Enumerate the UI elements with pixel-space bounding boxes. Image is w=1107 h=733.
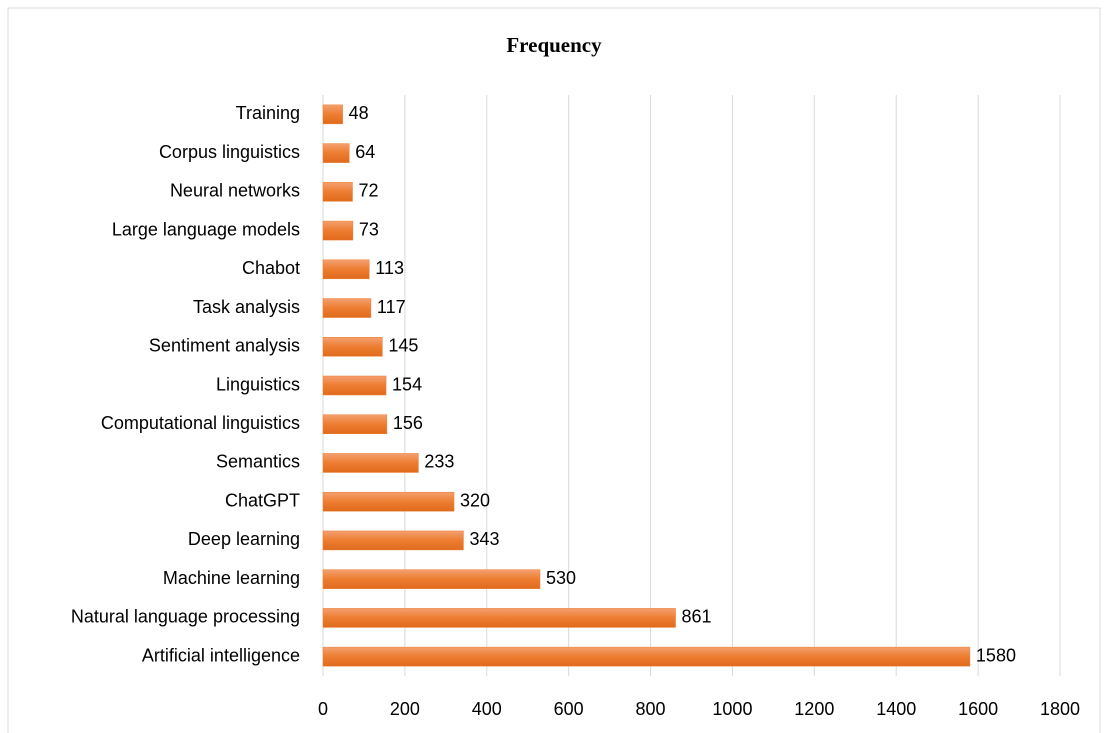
y-tick-label: Task analysis bbox=[193, 297, 300, 317]
data-label: 343 bbox=[469, 529, 499, 549]
x-tick-label: 1800 bbox=[1040, 699, 1080, 719]
bar bbox=[322, 646, 971, 667]
y-tick-label: Deep learning bbox=[188, 529, 300, 549]
x-tick-label: 200 bbox=[390, 699, 420, 719]
x-tick-label: 1600 bbox=[958, 699, 998, 719]
y-tick-label: ChatGPT bbox=[225, 490, 300, 510]
bar bbox=[322, 298, 372, 318]
y-tick-label: Chabot bbox=[242, 258, 300, 278]
data-label: 861 bbox=[682, 607, 712, 627]
x-tick-label: 1000 bbox=[712, 699, 752, 719]
chart-title: Frequency bbox=[506, 33, 602, 57]
bar bbox=[322, 491, 455, 512]
bar bbox=[322, 259, 370, 280]
y-tick-label: Corpus linguistics bbox=[159, 142, 300, 162]
y-tick-label: Artificial intelligence bbox=[142, 645, 300, 665]
y-tick-label: Linguistics bbox=[216, 374, 300, 394]
bar bbox=[322, 143, 350, 163]
data-label: 320 bbox=[460, 490, 490, 510]
data-label: 48 bbox=[349, 103, 369, 123]
bar bbox=[322, 104, 343, 125]
y-tick-label: Computational linguistics bbox=[101, 413, 300, 433]
bar bbox=[322, 220, 354, 241]
data-label: 530 bbox=[546, 568, 576, 588]
x-tick-label: 0 bbox=[318, 699, 328, 719]
data-label: 156 bbox=[393, 413, 423, 433]
data-label: 117 bbox=[377, 297, 406, 317]
bar bbox=[322, 530, 464, 551]
x-tick-label: 1200 bbox=[794, 699, 834, 719]
data-label: 113 bbox=[375, 258, 404, 278]
data-label: 72 bbox=[358, 181, 378, 201]
y-tick-label: Sentiment analysis bbox=[149, 336, 300, 356]
bar bbox=[322, 453, 419, 473]
y-tick-label: Neural networks bbox=[170, 181, 300, 201]
y-tick-label: Natural language processing bbox=[71, 607, 300, 627]
x-tick-label: 600 bbox=[554, 699, 584, 719]
x-tick-label: 1400 bbox=[876, 699, 916, 719]
data-label: 145 bbox=[388, 336, 418, 356]
bar bbox=[322, 375, 387, 396]
chart-frame bbox=[7, 7, 1101, 733]
data-label: 73 bbox=[359, 219, 379, 239]
y-tick-label: Large language models bbox=[112, 219, 300, 239]
bar bbox=[322, 569, 541, 589]
data-label: 233 bbox=[424, 452, 454, 472]
bar bbox=[322, 608, 676, 628]
y-tick-label: Training bbox=[236, 103, 300, 123]
data-label: 154 bbox=[392, 374, 422, 394]
bar bbox=[322, 414, 388, 434]
x-tick-label: 800 bbox=[636, 699, 666, 719]
bar bbox=[322, 337, 383, 357]
data-label: 1580 bbox=[976, 645, 1016, 665]
bar bbox=[322, 182, 353, 202]
data-label: 64 bbox=[355, 142, 375, 162]
x-tick-label: 400 bbox=[472, 699, 502, 719]
y-tick-label: Semantics bbox=[216, 452, 300, 472]
y-tick-label: Machine learning bbox=[163, 568, 300, 588]
